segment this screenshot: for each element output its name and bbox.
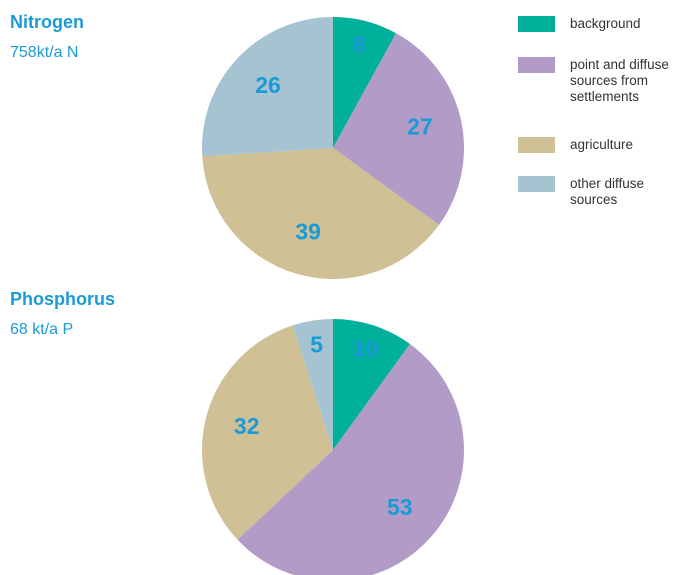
pie-slice bbox=[333, 17, 397, 148]
pie-slice bbox=[202, 148, 439, 279]
legend-label: agriculture bbox=[570, 137, 634, 152]
legend-swatch bbox=[518, 176, 555, 192]
legend-label: point and diffuse sources from settlemen… bbox=[570, 57, 669, 104]
value-label: 8 bbox=[353, 32, 366, 58]
value-label: 5 bbox=[310, 332, 323, 358]
pie-slice bbox=[237, 344, 464, 575]
legend-item: other diffuse sources bbox=[518, 176, 689, 208]
legend-label: other diffuse sources bbox=[570, 176, 645, 207]
legend-label: background bbox=[570, 16, 641, 31]
value-label: 26 bbox=[255, 72, 281, 98]
value-label: 53 bbox=[387, 494, 413, 520]
chart-subtitle: 68 kt/a P bbox=[10, 321, 73, 338]
pie-slice bbox=[202, 17, 333, 157]
value-label: 39 bbox=[295, 219, 321, 245]
legend-item: point and diffuse sources from settlemen… bbox=[518, 57, 689, 105]
chart-title: Phosphorus bbox=[10, 289, 115, 309]
value-label: 32 bbox=[234, 413, 260, 439]
pie-slice bbox=[202, 325, 333, 540]
pie-slice bbox=[333, 319, 410, 450]
pie-slice bbox=[333, 33, 465, 225]
legend-swatch bbox=[518, 57, 555, 73]
chart-title: Nitrogen bbox=[10, 12, 84, 32]
value-label: 27 bbox=[407, 114, 433, 140]
pie-slice bbox=[292, 319, 333, 450]
legend-swatch bbox=[518, 16, 555, 32]
legend-item: agriculture bbox=[518, 137, 689, 153]
legend-item: background bbox=[518, 16, 689, 32]
chart-subtitle: 758kt/a N bbox=[10, 44, 78, 61]
legend-swatch bbox=[518, 137, 555, 153]
value-label: 10 bbox=[353, 335, 379, 361]
